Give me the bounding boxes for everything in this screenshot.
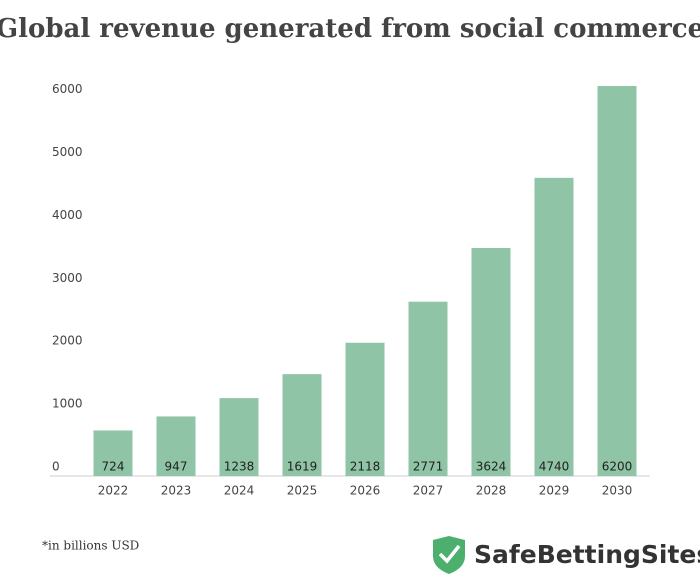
value-label: 2118 (350, 460, 381, 474)
x-tick-label: 2025 (287, 484, 318, 498)
value-label: 724 (102, 460, 125, 474)
bar (534, 177, 574, 476)
bar (156, 416, 196, 476)
y-tick-label: 6000 (52, 82, 83, 96)
y-tick-label: 5000 (52, 145, 83, 159)
bar (282, 374, 322, 476)
value-label: 3624 (476, 460, 507, 474)
footnote: *in billions USD (42, 539, 139, 553)
y-tick-label: 1000 (52, 397, 83, 411)
value-label: 1619 (287, 460, 318, 474)
bar (345, 342, 385, 476)
x-tick-label: 2029 (539, 484, 570, 498)
x-tick-label: 2023 (161, 484, 192, 498)
value-label: 1238 (224, 460, 255, 474)
logo-shield (433, 536, 465, 574)
value-label: 6200 (602, 460, 633, 474)
x-tick-label: 2026 (350, 484, 381, 498)
x-tick-label: 2022 (98, 484, 129, 498)
y-tick-label: 3000 (52, 271, 83, 285)
x-tick-label: 2024 (224, 484, 255, 498)
value-label: 947 (165, 460, 188, 474)
logo-text: SafeBettingSites (474, 540, 700, 569)
bar (93, 430, 133, 476)
bar (597, 86, 637, 476)
bar (471, 248, 511, 476)
value-label: 2771 (413, 460, 444, 474)
y-tick-label: 0 (52, 460, 60, 474)
y-tick-label: 2000 (52, 334, 83, 348)
y-tick-label: 4000 (52, 208, 83, 222)
x-tick-label: 2027 (413, 484, 444, 498)
bar (408, 301, 448, 476)
bar (219, 398, 259, 476)
x-tick-label: 2030 (602, 484, 633, 498)
chart-title: Global revenue generated from social com… (0, 14, 700, 44)
value-label: 4740 (539, 460, 570, 474)
logo: SafeBettingSites (433, 536, 700, 574)
logo-check (438, 544, 461, 564)
x-tick-label: 2028 (476, 484, 507, 498)
